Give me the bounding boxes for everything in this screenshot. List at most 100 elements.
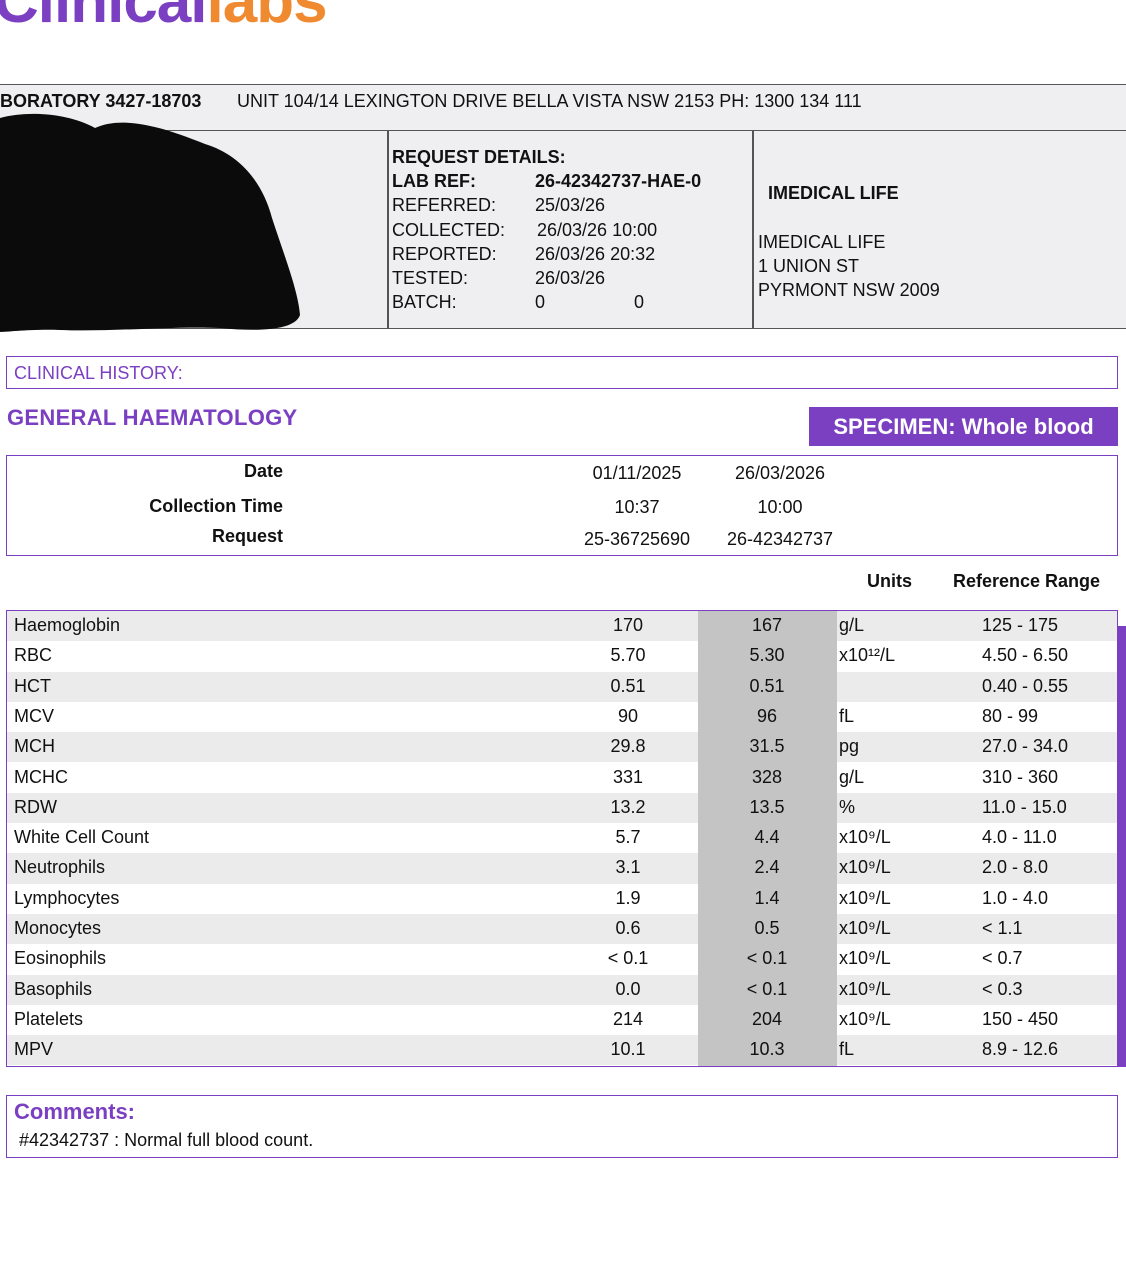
test-name: MCHC: [14, 766, 68, 787]
result-previous: 170: [612, 615, 644, 635]
table-row: Neutrophils 3.1 2.4 x10⁹/L 2.0 - 8.0: [7, 853, 1117, 884]
result-current: 204: [751, 1008, 783, 1029]
logo-part-1: Clinical: [0, 0, 208, 32]
reference-range: 150 - 450: [982, 1008, 1059, 1029]
header-divider-2: [752, 131, 754, 329]
result-previous: 13.2: [610, 796, 646, 817]
table-row: MCH 29.8 31.5 pg 27.0 - 34.0: [7, 732, 1117, 763]
reference-range: 4.50 - 6.50: [982, 645, 1069, 666]
units-header: Units: [867, 571, 912, 591]
test-name: RBC: [14, 645, 53, 666]
reported-label: REPORTED:: [392, 244, 497, 264]
collection-time-label: Collection Time: [149, 496, 283, 516]
reference-range: 310 - 360: [982, 766, 1059, 787]
result-unit: x10¹²/L: [839, 645, 896, 666]
result-current: 31.5: [749, 736, 785, 757]
table-row: RBC 5.70 5.30 x10¹²/L 4.50 - 6.50: [7, 641, 1117, 671]
result-unit: x10⁹/L: [839, 887, 891, 908]
test-name: Lymphocytes: [14, 887, 120, 908]
date-label: Date: [243, 461, 283, 481]
referred-value: 25/03/26: [535, 195, 606, 215]
result-current: < 0.1: [746, 978, 788, 999]
result-previous: 0.0: [615, 978, 641, 999]
result-previous: 3.1: [615, 857, 641, 878]
table-row: White Cell Count 5.7 4.4 x10⁹/L 4.0 - 11.0: [7, 823, 1117, 853]
reference-range: 4.0 - 11.0: [982, 827, 1057, 848]
result-unit: g/L: [839, 615, 865, 635]
result-current: 328: [751, 766, 783, 787]
reference-range-header: Reference Range: [953, 571, 1101, 591]
table-row: Eosinophils < 0.1 < 0.1 x10⁹/L < 0.7: [7, 944, 1117, 974]
table-row: Basophils 0.0 < 0.1 x10⁹/L < 0.3: [7, 974, 1117, 1005]
time-col-2: 10:00: [757, 497, 803, 517]
result-unit: pg: [839, 736, 860, 757]
tested-label: TESTED:: [392, 268, 469, 288]
result-previous: 29.8: [610, 736, 646, 757]
test-name: White Cell Count: [14, 827, 150, 848]
batch-value-2: 0: [634, 292, 645, 312]
result-previous: 214: [612, 1008, 644, 1029]
result-unit: fL: [839, 1039, 855, 1060]
lab-address: UNIT 104/14 LEXINGTON DRIVE BELLA VISTA …: [237, 91, 862, 111]
result-previous: 0.6: [615, 918, 641, 938]
result-unit: x10⁹/L: [839, 857, 891, 878]
page-edge-bar: [1117, 626, 1126, 1067]
result-current: 0.51: [749, 675, 785, 696]
result-current: 4.4: [754, 827, 780, 848]
clinical-history-label: CLINICAL HISTORY:: [14, 363, 183, 383]
comments-text: #42342737 : Normal full blood count.: [19, 1130, 314, 1150]
test-name: MPV: [14, 1039, 54, 1060]
table-row: Monocytes 0.6 0.5 x10⁹/L < 1.1: [7, 914, 1117, 945]
result-previous: 1.9: [615, 887, 641, 908]
batch-label: BATCH:: [392, 292, 457, 312]
result-previous: 90: [617, 705, 639, 726]
date-col-2: 26/03/2026: [734, 463, 826, 483]
result-current: 1.4: [754, 887, 780, 908]
table-row: RDW 13.2 13.5% 11.0 - 15.0: [7, 792, 1117, 824]
test-name: Platelets: [14, 1008, 84, 1029]
lab-id: BORATORY 3427-18703: [0, 91, 202, 111]
collected-label: COLLECTED:: [392, 220, 506, 240]
logo-part-2: labs: [207, 0, 327, 32]
batch-value: 0: [535, 292, 546, 312]
test-name: Basophils: [14, 978, 93, 999]
table-row: Lymphocytes 1.9 1.4 x10⁹/L 1.0 - 4.0: [7, 884, 1117, 914]
reference-range: 1.0 - 4.0: [982, 887, 1049, 908]
table-row: Platelets 214 204 x10⁹/L 150 - 450: [7, 1005, 1117, 1035]
result-unit: %: [839, 796, 856, 817]
reference-range: 125 - 175: [982, 615, 1059, 635]
result-previous: 331: [612, 766, 644, 787]
result-unit: x10⁹/L: [839, 827, 891, 848]
result-current: 167: [751, 615, 783, 635]
time-col-1: 10:37: [614, 497, 660, 517]
section-title: GENERAL HAEMATOLOGY: [7, 405, 298, 430]
referred-label: REFERRED:: [392, 195, 497, 215]
date-col-1: 01/11/2025: [592, 463, 682, 483]
result-previous: < 0.1: [607, 948, 649, 969]
doctor-address-line-3: PYRMONT NSW 2009: [758, 280, 940, 300]
result-unit: x10⁹/L: [839, 918, 891, 938]
reference-range: 80 - 99: [982, 705, 1039, 726]
reference-range: 11.0 - 15.0: [982, 796, 1067, 817]
request-col-1: 25-36725690: [583, 529, 691, 549]
test-name: Monocytes: [14, 918, 102, 938]
test-name: Eosinophils: [14, 948, 107, 969]
current-result-column-shade: [698, 611, 837, 1066]
reference-range: < 0.7: [982, 948, 1023, 969]
clinical-history-box: CLINICAL HISTORY:: [6, 356, 1118, 389]
test-name: HCT: [14, 675, 51, 696]
table-row: Haemoglobin 170 167 g/L 125 - 175: [7, 611, 1117, 642]
result-previous: 5.7: [615, 827, 641, 848]
reference-range: < 1.1: [982, 918, 1023, 938]
test-name: MCH: [14, 736, 55, 757]
table-row: HCT 0.51 0.51 0.40 - 0.55: [7, 671, 1117, 702]
test-name: RDW: [14, 796, 57, 817]
reference-range: 2.0 - 8.0: [982, 857, 1049, 878]
reference-range: < 0.3: [982, 978, 1023, 999]
result-current: 2.4: [754, 857, 780, 878]
result-unit: fL: [839, 705, 855, 726]
result-previous: 5.70: [610, 645, 646, 666]
result-unit: g/L: [839, 766, 865, 787]
result-unit: x10⁹/L: [839, 948, 891, 969]
doctor-name: IMEDICAL LIFE: [768, 183, 899, 203]
